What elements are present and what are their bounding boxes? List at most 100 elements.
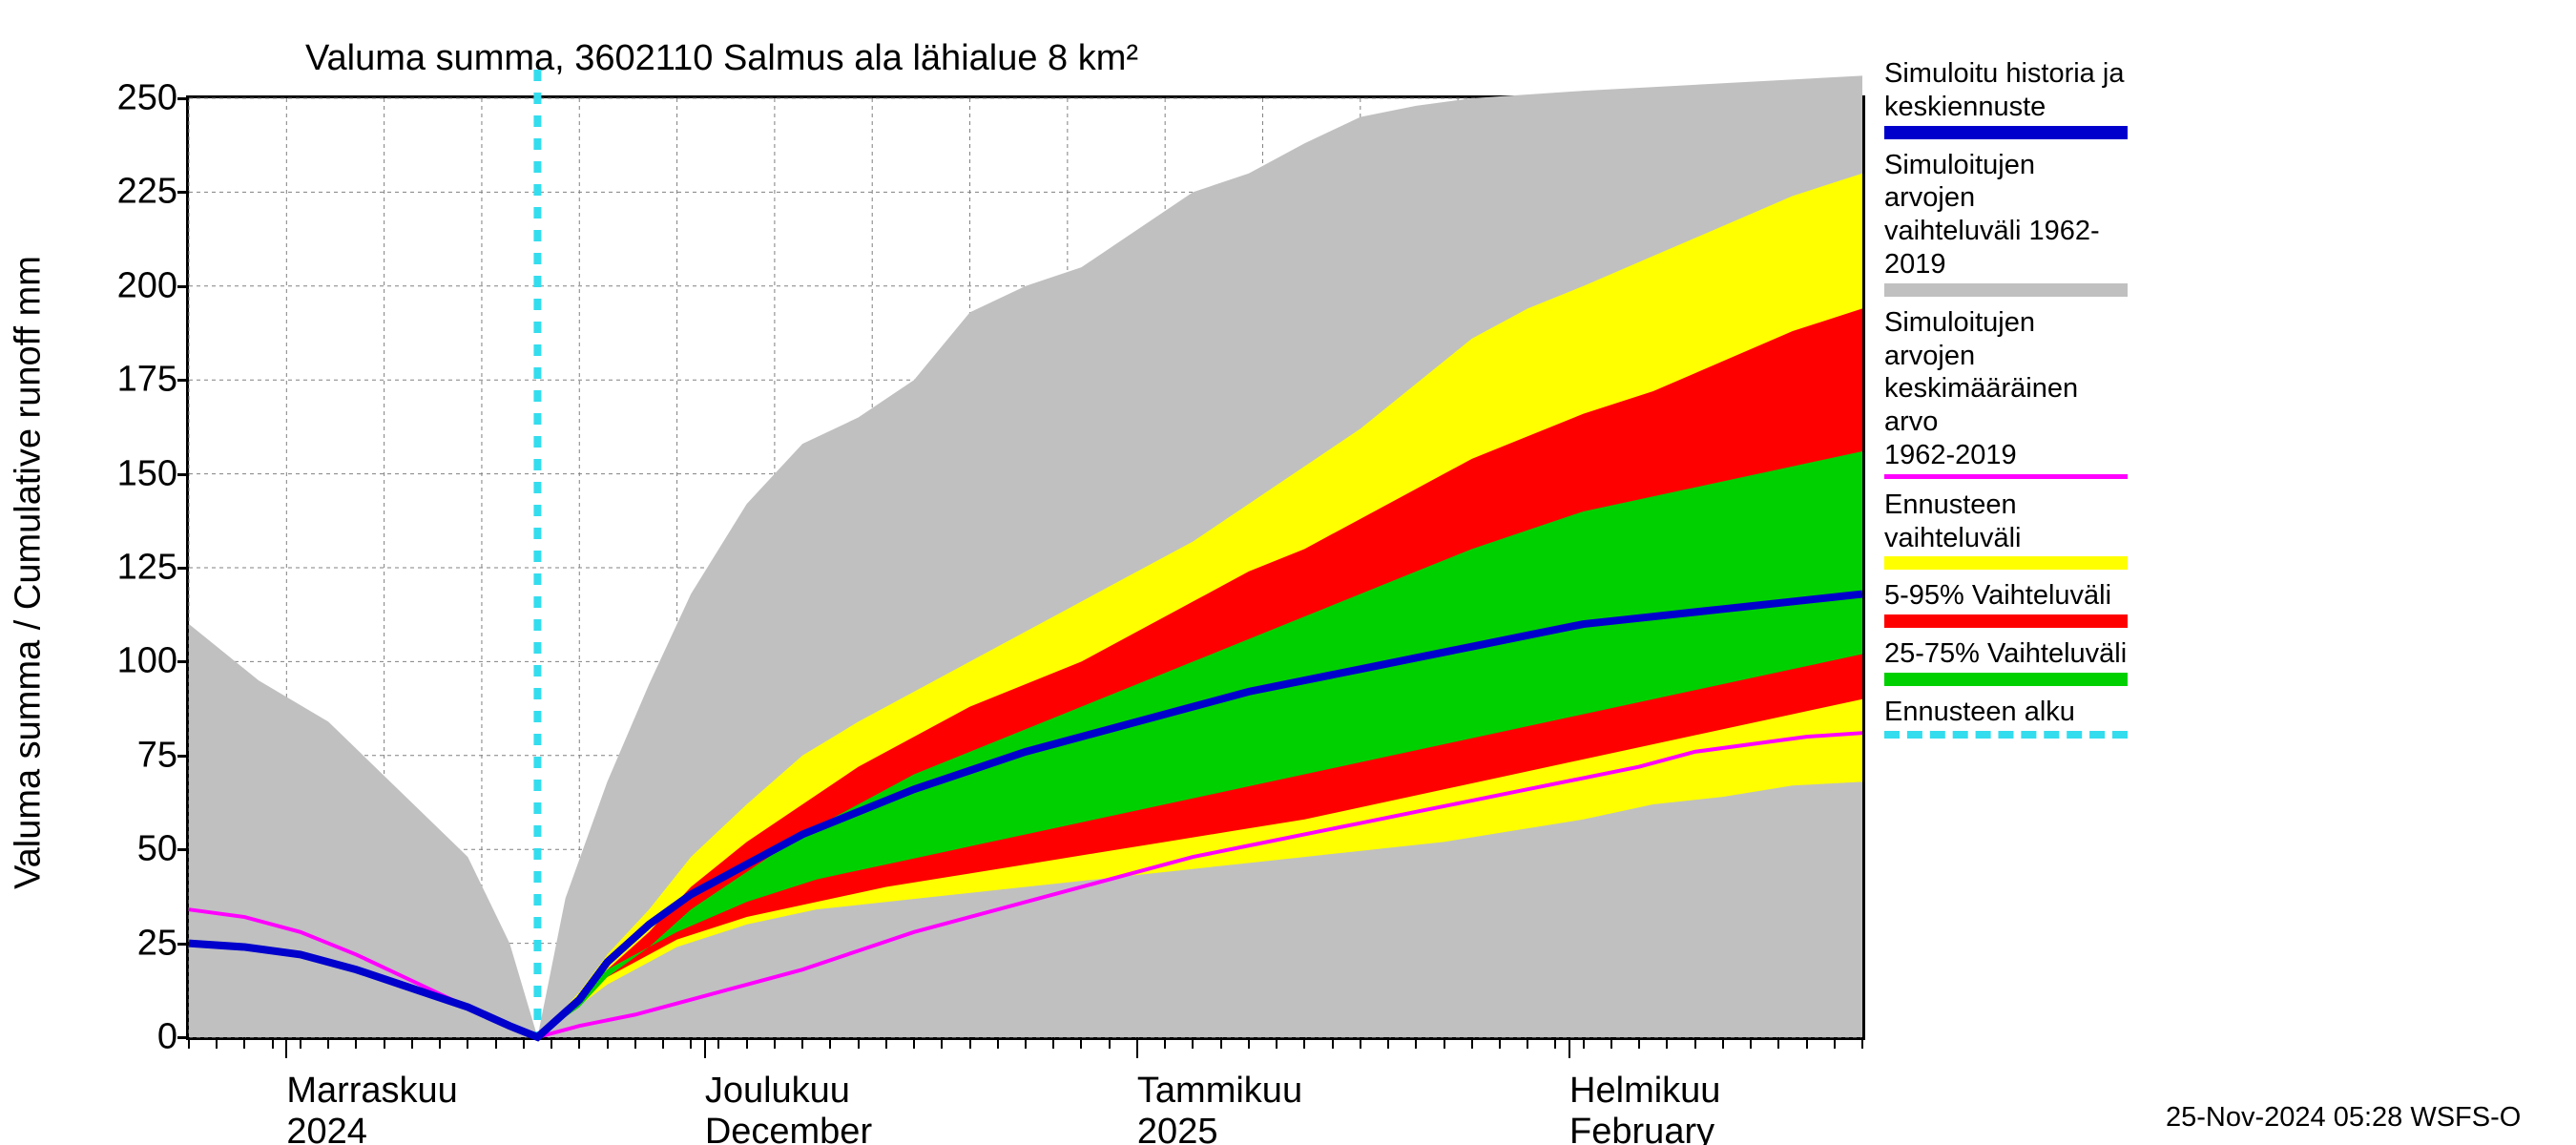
x-tick xyxy=(216,1037,218,1049)
x-tick xyxy=(300,1037,301,1049)
x-tick xyxy=(1276,1037,1278,1049)
x-tick xyxy=(1471,1037,1473,1049)
x-tick xyxy=(1080,1037,1082,1049)
legend-item: 5-95% Vaihteluväli xyxy=(1884,579,2132,628)
x-tick xyxy=(495,1037,497,1049)
y-tick xyxy=(177,473,189,476)
x-tick xyxy=(1694,1037,1696,1049)
x-tick xyxy=(1220,1037,1222,1049)
x-tick xyxy=(1583,1037,1585,1049)
x-tick-major xyxy=(1136,1037,1138,1058)
legend-text: 5-95% Vaihteluväli xyxy=(1884,579,2132,613)
x-tick xyxy=(1722,1037,1724,1049)
x-month-label: HelmikuuFebruary xyxy=(1569,1071,1720,1145)
x-tick xyxy=(1806,1037,1808,1049)
x-tick xyxy=(411,1037,413,1049)
legend-swatch xyxy=(1884,614,2128,628)
x-tick xyxy=(941,1037,943,1049)
x-tick xyxy=(551,1037,552,1049)
x-tick xyxy=(1861,1037,1863,1049)
chart-title: Valuma summa, 3602110 Salmus ala lähialu… xyxy=(305,38,1138,79)
legend-swatch xyxy=(1884,673,2128,686)
x-tick xyxy=(1750,1037,1752,1049)
y-tick xyxy=(177,97,189,100)
y-tick-label: 150 xyxy=(117,453,177,494)
y-tick-label: 175 xyxy=(117,360,177,401)
x-tick xyxy=(801,1037,803,1049)
x-tick xyxy=(662,1037,664,1049)
legend-swatch xyxy=(1884,126,2128,139)
legend-text: keskimääräinen arvo xyxy=(1884,372,2132,439)
y-tick-label: 0 xyxy=(157,1017,177,1058)
x-month-label: Tammikuu2025 xyxy=(1137,1071,1302,1145)
y-tick-label: 125 xyxy=(117,548,177,589)
legend-text: vaihteluväli 1962-2019 xyxy=(1884,215,2132,281)
chart-container: Valuma summa, 3602110 Salmus ala lähialu… xyxy=(0,0,2576,1145)
y-tick xyxy=(177,660,189,663)
x-tick-major xyxy=(285,1037,287,1058)
y-tick xyxy=(177,191,189,194)
legend-text: keskiennuste xyxy=(1884,91,2132,124)
x-tick xyxy=(1164,1037,1166,1049)
x-tick xyxy=(1248,1037,1250,1049)
y-tick-label: 250 xyxy=(117,78,177,119)
x-tick xyxy=(690,1037,692,1049)
y-tick xyxy=(177,848,189,851)
x-tick xyxy=(1360,1037,1361,1049)
x-tick xyxy=(1025,1037,1027,1049)
x-tick xyxy=(327,1037,329,1049)
x-tick xyxy=(746,1037,748,1049)
x-tick xyxy=(1109,1037,1111,1049)
x-tick xyxy=(439,1037,441,1049)
x-tick xyxy=(188,1037,190,1049)
y-tick-label: 100 xyxy=(117,641,177,682)
x-tick xyxy=(634,1037,636,1049)
y-tick-label: 50 xyxy=(137,829,177,870)
x-tick-major xyxy=(704,1037,706,1058)
legend-text: 25-75% Vaihteluväli xyxy=(1884,637,2132,671)
legend: Simuloitu historia jakeskiennusteSimuloi… xyxy=(1884,57,2132,748)
x-tick xyxy=(607,1037,609,1049)
x-tick xyxy=(997,1037,999,1049)
x-tick xyxy=(717,1037,719,1049)
timestamp-label: 25-Nov-2024 05:28 WSFS-O xyxy=(2166,1102,2521,1134)
legend-text: Simuloitu historia ja xyxy=(1884,57,2132,91)
x-tick xyxy=(384,1037,385,1049)
x-tick xyxy=(913,1037,915,1049)
x-tick xyxy=(1332,1037,1334,1049)
x-tick xyxy=(1387,1037,1389,1049)
x-tick xyxy=(1610,1037,1612,1049)
y-tick xyxy=(177,285,189,288)
x-tick xyxy=(467,1037,468,1049)
x-tick xyxy=(1192,1037,1194,1049)
x-tick-major xyxy=(1568,1037,1570,1058)
legend-item: 25-75% Vaihteluväli xyxy=(1884,637,2132,686)
y-tick xyxy=(177,567,189,570)
x-tick xyxy=(272,1037,274,1049)
x-tick xyxy=(969,1037,971,1049)
x-tick xyxy=(1499,1037,1501,1049)
legend-item: Simuloitujen arvojenkeskimääräinen arvo … xyxy=(1884,306,2132,479)
x-tick xyxy=(523,1037,525,1049)
x-tick xyxy=(858,1037,860,1049)
x-tick xyxy=(243,1037,245,1049)
x-month-label: JoulukuuDecember xyxy=(705,1071,872,1145)
x-tick xyxy=(774,1037,776,1049)
legend-item: Ennusteen vaihteluväli xyxy=(1884,489,2132,571)
x-month-label: Marraskuu2024 xyxy=(286,1071,458,1145)
x-tick xyxy=(1303,1037,1305,1049)
x-tick xyxy=(885,1037,887,1049)
y-axis-label: Valuma summa / Cumulative runoff mm xyxy=(9,256,50,889)
legend-text: 1962-2019 xyxy=(1884,439,2132,472)
x-tick xyxy=(1777,1037,1779,1049)
legend-text: Ennusteen alku xyxy=(1884,696,2132,729)
x-tick xyxy=(1527,1037,1528,1049)
legend-text: Simuloitujen arvojen xyxy=(1884,149,2132,216)
y-tick-label: 75 xyxy=(137,735,177,776)
y-tick xyxy=(177,755,189,758)
chart-svg xyxy=(189,98,1862,1037)
plot-area: 0255075100125150175200225250 Marraskuu20… xyxy=(186,95,1865,1040)
x-tick xyxy=(578,1037,580,1049)
legend-item: Simuloitu historia jakeskiennuste xyxy=(1884,57,2132,139)
x-tick xyxy=(1638,1037,1640,1049)
